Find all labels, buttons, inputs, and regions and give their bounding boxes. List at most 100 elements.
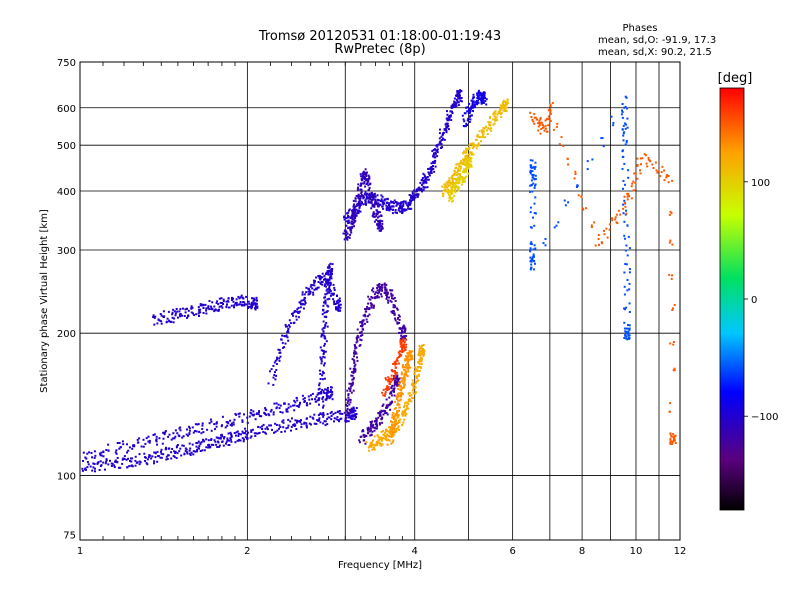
data-point [351, 371, 354, 374]
data-point [625, 139, 628, 142]
data-point [459, 167, 462, 169]
data-point [385, 398, 388, 401]
data-point [359, 321, 362, 324]
data-point [126, 466, 129, 469]
data-point [160, 452, 163, 455]
data-point [216, 309, 219, 312]
data-point [410, 207, 413, 210]
data-point [669, 432, 672, 435]
data-point [339, 303, 342, 306]
data-point [624, 330, 627, 333]
data-point [413, 373, 416, 376]
data-point [623, 285, 626, 288]
data-point [401, 377, 404, 380]
data-point [238, 439, 241, 442]
data-point [399, 388, 402, 391]
data-point [477, 142, 480, 145]
data-point [447, 115, 450, 118]
data-point [380, 442, 383, 445]
data-point [165, 446, 167, 449]
data-point [465, 148, 468, 151]
data-point [427, 167, 430, 170]
data-point [373, 293, 376, 296]
data-point [375, 203, 378, 206]
data-point [322, 404, 325, 407]
data-point [347, 396, 350, 399]
data-point [340, 417, 343, 420]
data-point [380, 194, 383, 197]
data-point [378, 220, 381, 223]
data-point [417, 361, 420, 364]
data-point [476, 97, 479, 99]
data-point [322, 309, 325, 311]
data-point [348, 226, 351, 229]
data-point [289, 405, 292, 408]
data-point [380, 430, 383, 433]
data-point [227, 432, 230, 435]
data-point [464, 151, 467, 154]
data-point [253, 299, 256, 302]
data-point [385, 411, 388, 414]
data-point [355, 212, 358, 215]
data-point [158, 319, 161, 322]
data-point [251, 304, 253, 307]
data-point [375, 214, 378, 217]
data-point [320, 360, 323, 363]
data-point [129, 460, 131, 462]
data-point [382, 202, 385, 205]
data-point [549, 109, 552, 112]
data-point [406, 352, 409, 355]
data-point [287, 331, 290, 334]
data-point [461, 176, 464, 179]
data-point [672, 307, 674, 310]
data-point [198, 447, 200, 450]
data-point [221, 435, 224, 438]
data-point [287, 424, 290, 427]
data-point [433, 152, 435, 155]
data-point [427, 178, 430, 181]
data-point [256, 412, 259, 415]
data-point [202, 431, 205, 434]
data-point [411, 192, 414, 195]
data-point [439, 142, 442, 145]
data-point [625, 96, 628, 99]
data-point [319, 412, 322, 415]
data-point [585, 207, 588, 210]
data-point [468, 163, 471, 166]
data-point [467, 147, 470, 150]
data-point [405, 412, 407, 415]
data-point [264, 407, 267, 410]
data-point [258, 415, 261, 418]
data-point [532, 216, 534, 219]
data-point [396, 356, 399, 359]
data-point [259, 426, 262, 429]
data-point [575, 186, 578, 188]
data-point [397, 399, 400, 402]
data-point [458, 174, 461, 177]
data-point [401, 379, 404, 382]
data-point [396, 211, 398, 214]
data-point [549, 120, 552, 122]
data-point [624, 333, 627, 336]
data-point [386, 206, 389, 209]
data-point [364, 201, 367, 204]
data-point [200, 441, 203, 444]
data-point [371, 296, 374, 299]
data-point [391, 370, 394, 373]
data-point [320, 335, 323, 338]
data-point [391, 297, 393, 300]
data-point [393, 375, 396, 378]
data-point [626, 117, 629, 120]
data-point [330, 391, 333, 394]
data-point [404, 359, 407, 362]
data-point [363, 313, 366, 316]
data-point [255, 298, 258, 301]
data-point [451, 177, 454, 180]
data-point [385, 209, 388, 211]
data-point [321, 272, 324, 275]
data-point [104, 462, 107, 465]
data-point [326, 413, 329, 416]
data-point [530, 267, 533, 269]
data-point [392, 205, 395, 208]
data-point [326, 423, 329, 426]
